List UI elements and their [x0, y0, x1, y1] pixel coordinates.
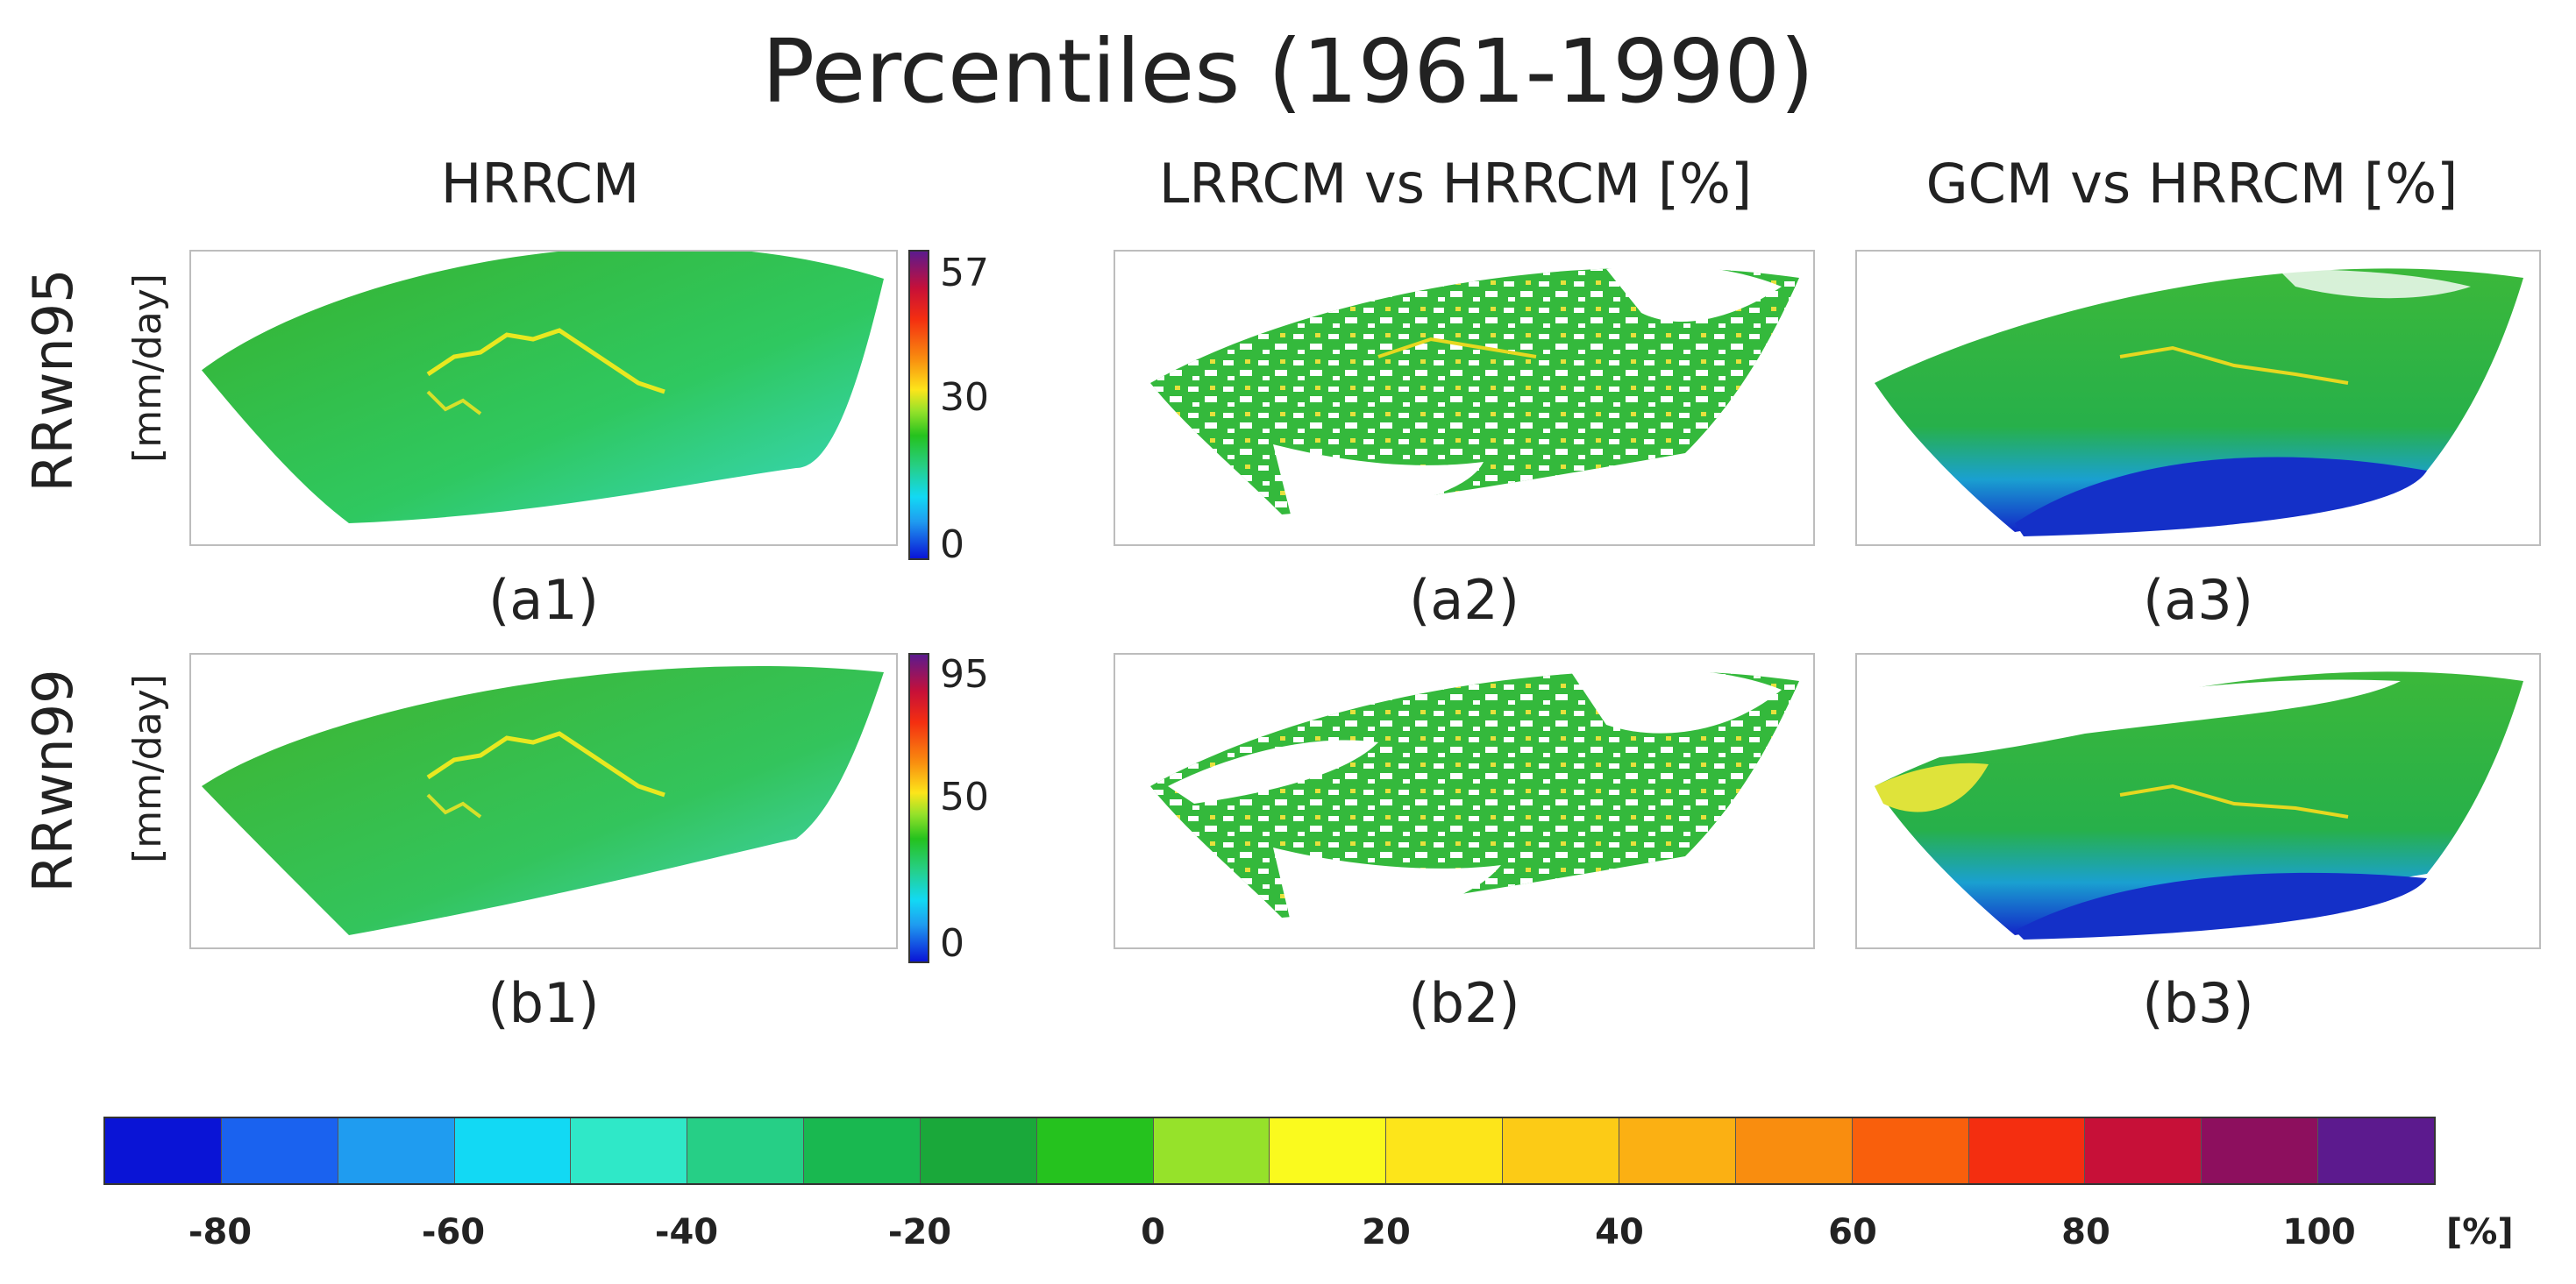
colorbar-swatch [1035, 1118, 1153, 1183]
colorbar-swatch [2201, 1118, 2318, 1183]
bottom-colorbar-tick: -60 [421, 1212, 486, 1252]
map-panel-a1 [189, 250, 898, 546]
model-domain-b1 [202, 665, 884, 935]
colorbar-swatch [1269, 1118, 1386, 1183]
colorbar-b-tick-50: 50 [940, 775, 989, 819]
bottom-colorbar-tick: -20 [887, 1212, 952, 1252]
bottom-colorbar-tick: -40 [654, 1212, 719, 1252]
colorbar-swatch [803, 1118, 920, 1183]
colorbar-b [908, 653, 929, 963]
column-title-lrrcm-vs-hrrcm: LRRCM vs HRRCM [%] [1158, 152, 1753, 216]
figure-title: Percentiles (1961-1990) [761, 20, 1815, 123]
row-unit-rrwn95: [mm/day] [125, 273, 170, 463]
column-title-gcm-vs-hrrcm: GCM vs HRRCM [%] [1925, 152, 2459, 216]
map-panel-b3 [1855, 653, 2541, 949]
colorbar-swatch [1502, 1118, 1619, 1183]
bottom-colorbar [103, 1117, 2436, 1185]
panel-label-b3: (b3) [2142, 971, 2254, 1035]
colorbar-swatch [1851, 1118, 1968, 1183]
colorbar-a-tick-30: 30 [940, 375, 989, 420]
column-title-hrrcm: HRRCM [440, 152, 640, 216]
model-domain-a1 [202, 252, 884, 523]
panel-label-a3: (a3) [2143, 568, 2253, 632]
bottom-colorbar-unit: [%] [2446, 1212, 2514, 1252]
map-panel-a3 [1855, 250, 2541, 546]
colorbar-swatch [1734, 1118, 1852, 1183]
colorbar-swatch [1618, 1118, 1735, 1183]
bottom-colorbar-ticks: -80 -60 -40 -20 0 20 40 60 80 100 [103, 1213, 2436, 1257]
colorbar-b-tick-95: 95 [940, 652, 989, 697]
colorbar-swatch [337, 1118, 454, 1183]
panel-label-a1: (a1) [488, 568, 599, 632]
colorbar-swatch [1385, 1118, 1503, 1183]
bottom-colorbar-tick: 100 [2282, 1212, 2356, 1252]
bottom-colorbar-tick: 80 [2061, 1212, 2110, 1252]
panel-label-b1: (b1) [487, 971, 600, 1035]
row-label-rrwn95: RRwn95 [21, 268, 85, 493]
bottom-colorbar-tick: 20 [1362, 1212, 1411, 1252]
colorbar-swatch [453, 1118, 571, 1183]
colorbar-b-tick-0: 0 [940, 921, 964, 966]
colorbar-swatch [570, 1118, 687, 1183]
bottom-colorbar-tick: 60 [1828, 1212, 1877, 1252]
panel-label-b2: (b2) [1408, 971, 1520, 1035]
colorbar-a-tick-57: 57 [940, 251, 989, 295]
map-panel-b1 [189, 653, 898, 949]
colorbar-swatch [2317, 1118, 2434, 1183]
colorbar-swatch [919, 1118, 1036, 1183]
panel-label-a2: (a2) [1409, 568, 1519, 632]
colorbar-swatch [1152, 1118, 1270, 1183]
colorbar-swatch [220, 1118, 338, 1183]
bottom-colorbar-tick: 40 [1595, 1212, 1644, 1252]
colorbar-a [908, 250, 929, 560]
colorbar-a-tick-0: 0 [940, 522, 964, 567]
bottom-colorbar-tick: -80 [188, 1212, 253, 1252]
row-unit-rrwn99: [mm/day] [125, 674, 170, 863]
map-panel-b2 [1114, 653, 1815, 949]
colorbar-swatch [1968, 1118, 2085, 1183]
bottom-colorbar-tick: 0 [1141, 1212, 1165, 1252]
colorbar-swatch [687, 1118, 804, 1183]
map-panel-a2 [1114, 250, 1815, 546]
colorbar-swatch [105, 1118, 221, 1183]
colorbar-swatch [2084, 1118, 2202, 1183]
row-label-rrwn99: RRwn99 [21, 669, 85, 893]
